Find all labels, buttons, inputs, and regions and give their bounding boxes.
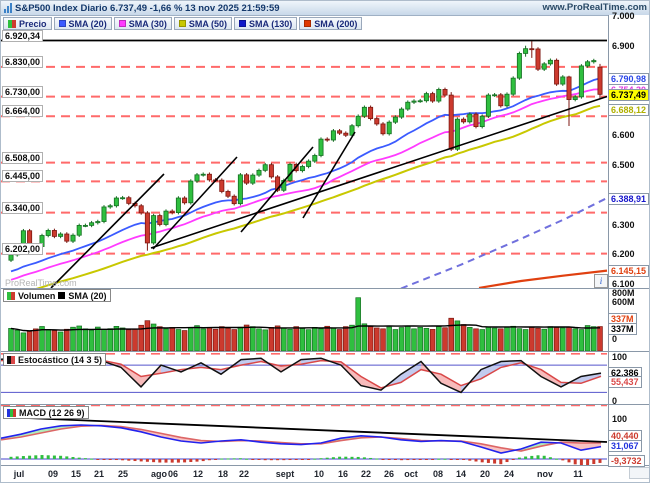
volume-chart-area[interactable] (1, 288, 608, 352)
price-level-label: 6.340,00 (2, 201, 44, 214)
series-color-swatch (178, 20, 186, 27)
volume-legend[interactable]: Volumen SMA (20) (3, 289, 111, 302)
macd-value-tag: -9,3732 (608, 454, 645, 467)
time-axis-label: sept (275, 469, 295, 479)
legend-item-precio[interactable]: Precio (3, 17, 52, 30)
price-value-tag-sma-200: 6.145,15 (608, 265, 649, 278)
time-axis-label: 12 (192, 469, 204, 479)
time-axis-label: 11 (573, 469, 583, 479)
time-axis-label: 06 (167, 469, 179, 479)
macd-value-tag: 31,067 (608, 439, 642, 452)
time-axis-label: 08 (432, 469, 444, 479)
website-link[interactable]: www.ProRealTime.com (542, 2, 647, 13)
legend-item-sma-20-[interactable]: SMA (20) (53, 17, 112, 30)
price-level-label: 6.664,00 (2, 105, 44, 118)
stochastic-axis-tick: 0 (612, 396, 618, 406)
time-axis-label: jul (13, 469, 25, 479)
price-axis-tick: 6.500 (612, 160, 635, 170)
legend-item-sma-200-[interactable]: SMA (200) (299, 17, 363, 30)
chart-title-bar: S&P500 Index Diario 6.737,49 -1,66 % 13 … (1, 1, 649, 16)
time-axis-label: 25 (117, 469, 129, 479)
chart-bars-icon (4, 3, 12, 13)
macd-axis-tick: 100 (612, 414, 628, 424)
time-axis-label: 21 (93, 469, 105, 479)
time-axis-label: 22 (238, 469, 250, 479)
series-color-swatch (239, 20, 247, 27)
time-axis-label: 14 (455, 469, 467, 479)
price-level-label: 6.508,00 (2, 151, 44, 164)
macd-legend[interactable]: MACD (12 26 9) (3, 406, 89, 419)
series-color-swatch (118, 20, 126, 27)
price-axis-tick: 6.600 (612, 130, 635, 141)
price-level-label: 6.445,00 (2, 170, 44, 183)
price-legend: Precio SMA (20) SMA (30) SMA (50) SMA (130) S… (3, 17, 363, 30)
stochastic-label: Estocástico (14 3 5) (18, 354, 103, 365)
volume-legend-label: SMA (20) (68, 290, 107, 301)
time-axis-label: 09 (47, 469, 59, 479)
series-color-swatch (58, 292, 66, 299)
stochastic-axis-tick: 100 (612, 352, 628, 362)
series-color-swatch (58, 20, 66, 27)
macd-label: MACD (12 26 9) (19, 407, 85, 418)
legend-item-label: Precio (19, 18, 47, 29)
macd-chart-area[interactable] (1, 404, 608, 465)
info-icon[interactable]: i (594, 274, 608, 288)
price-axis-tick: 6.900 (612, 41, 635, 51)
time-axis-label: 15 (70, 469, 82, 479)
time-axis-label: oct (404, 469, 418, 479)
time-axis-label: 22 (360, 469, 372, 479)
legend-item-sma-30-[interactable]: SMA (30) (113, 17, 172, 30)
price-level-label: 6.202,00 (2, 242, 44, 255)
corner-resize-box[interactable] (629, 467, 649, 479)
legend-item-sma-130-[interactable]: SMA (130) (234, 17, 298, 30)
price-level-label: 6.830,00 (2, 55, 44, 68)
volume-axis-tick: 800M (612, 288, 635, 298)
candles-icon (8, 19, 16, 28)
panel-divider (1, 351, 649, 352)
instrument-title: S&P500 Index Diario 6.737,49 -1,66 % 13 … (15, 2, 280, 14)
price-chart-area[interactable] (1, 15, 608, 288)
panel-divider (1, 465, 649, 466)
time-axis-label: ago (150, 469, 168, 479)
prorealtime-watermark: ProRealTime.com (5, 278, 77, 288)
price-value-tag-last-price: 6.737,49 (608, 88, 649, 101)
legend-item-label: SMA (20) (68, 18, 107, 29)
legend-item-label: SMA (50) (188, 18, 228, 29)
price-axis-tick: 7.000 (612, 11, 635, 22)
price-value-tag-sma-130: 6.388,91 (608, 192, 649, 205)
time-axis-label: 20 (479, 469, 491, 479)
macd-icon (7, 408, 16, 417)
stochastic-icon (7, 355, 15, 364)
time-axis-label: 16 (337, 469, 349, 479)
time-axis-label: 10 (313, 469, 325, 479)
legend-item-label: SMA (30) (128, 18, 167, 29)
price-level-label: 6.730,00 (2, 85, 44, 98)
time-axis-label: 26 (383, 469, 395, 479)
price-axis-tick: 6.300 (612, 219, 635, 230)
stochastic-chart-area[interactable] (1, 352, 608, 404)
price-axis-tick: 6.200 (612, 249, 635, 260)
panel-divider (1, 404, 649, 405)
price-value-tag-sma-50: 6.688,12 (608, 103, 649, 116)
time-axis[interactable]: jul 09 15 21 25 ago 06 12 18 22 sept 10 16 22 26 oct 08 1… (1, 466, 649, 482)
time-axis-label: 18 (217, 469, 229, 479)
legend-item-sma-50-[interactable]: SMA (50) (173, 17, 233, 30)
time-axis-label: nov (536, 469, 554, 479)
volume-legend-label: Volumen (18, 290, 56, 301)
time-axis-label: 24 (503, 469, 515, 479)
series-color-swatch (304, 20, 312, 27)
panel-divider (1, 288, 649, 289)
volume-bars-icon (7, 291, 15, 300)
legend-item-label: SMA (200) (314, 18, 358, 29)
volume-value-tag: 337M (608, 322, 637, 335)
stochastic-legend[interactable]: Estocástico (14 3 5) (3, 353, 107, 366)
legend-item-label: SMA (130) (249, 18, 293, 29)
price-level-label: 6.920,34 (2, 29, 44, 42)
price-axis-tick: 6.100 (612, 279, 635, 289)
volume-axis-tick: 600M (612, 297, 635, 307)
stochastic-value-tag: 55,437 (608, 375, 642, 388)
volume-axis-tick: 0 (612, 334, 618, 344)
